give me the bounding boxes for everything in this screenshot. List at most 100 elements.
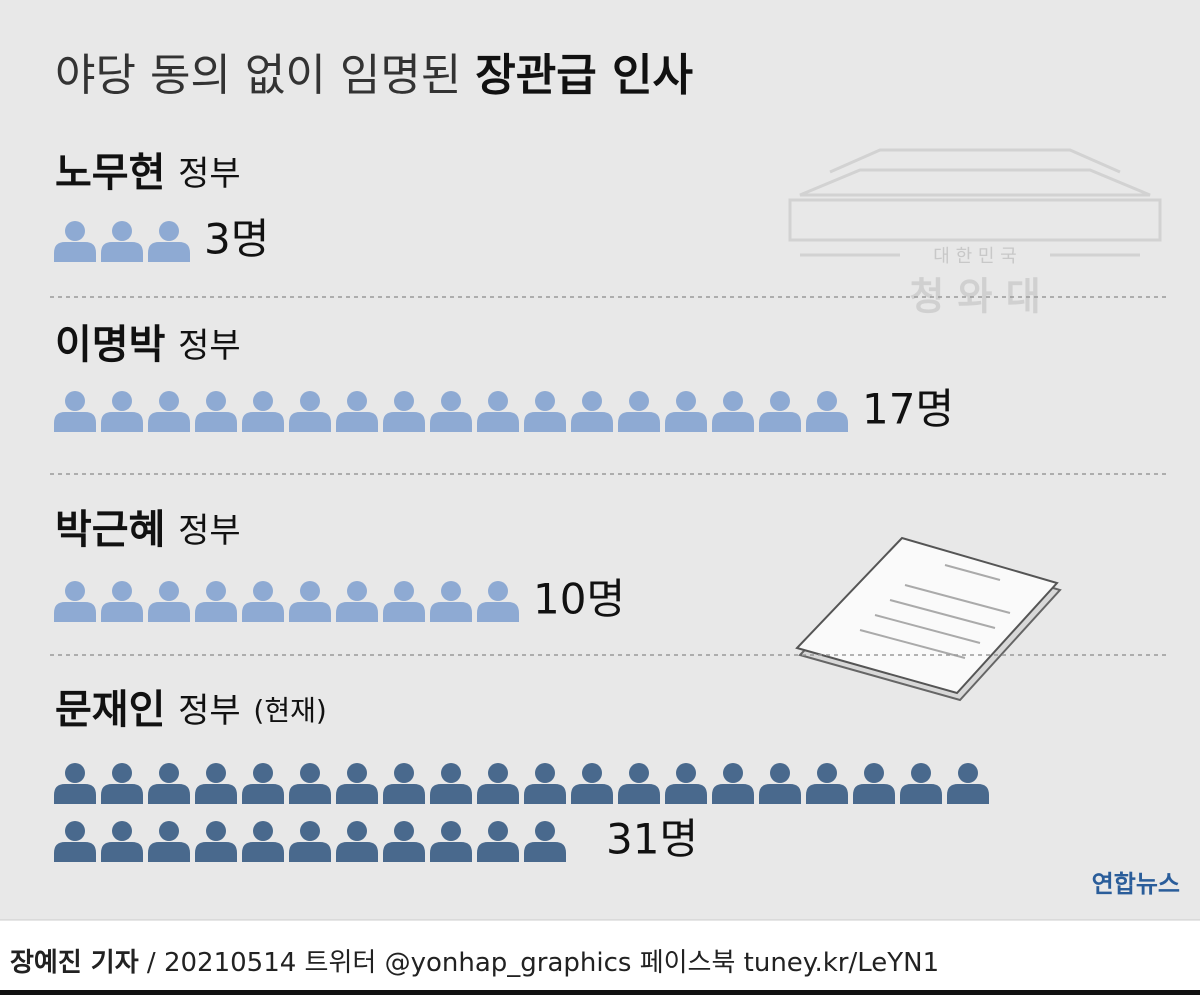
person-icon bbox=[289, 821, 331, 862]
icon-body bbox=[148, 784, 190, 804]
icon-body bbox=[195, 412, 237, 432]
icon-body bbox=[148, 242, 190, 262]
icon-body bbox=[195, 784, 237, 804]
icon-head bbox=[535, 821, 555, 841]
value-label: 31명 bbox=[606, 815, 698, 864]
person-icon bbox=[336, 581, 378, 622]
icon-head bbox=[206, 391, 226, 411]
person-icon bbox=[195, 581, 237, 622]
icon-head bbox=[488, 581, 508, 601]
person-icon bbox=[477, 581, 519, 622]
category-name: 이명박 bbox=[55, 322, 166, 368]
icon-head bbox=[300, 391, 320, 411]
icon-head bbox=[488, 821, 508, 841]
icon-body bbox=[477, 784, 519, 804]
icon-head bbox=[347, 581, 367, 601]
icon-body bbox=[289, 784, 331, 804]
icon-head bbox=[159, 391, 179, 411]
person-icon bbox=[54, 581, 96, 622]
icon-body bbox=[806, 412, 848, 432]
person-icon bbox=[148, 391, 190, 432]
background bbox=[0, 0, 1200, 920]
icon-head bbox=[206, 763, 226, 783]
icon-body bbox=[242, 784, 284, 804]
person-icon bbox=[571, 763, 613, 804]
icon-body bbox=[101, 242, 143, 262]
icon-body bbox=[195, 842, 237, 862]
icon-head bbox=[159, 821, 179, 841]
person-icon bbox=[571, 391, 613, 432]
icon-body bbox=[430, 784, 472, 804]
person-icon bbox=[853, 763, 895, 804]
person-icon bbox=[430, 763, 472, 804]
person-icon bbox=[148, 581, 190, 622]
icon-head bbox=[112, 221, 132, 241]
icon-body bbox=[54, 242, 96, 262]
icon-head bbox=[582, 763, 602, 783]
category-suffix: 정부 bbox=[178, 511, 241, 551]
icon-head bbox=[441, 391, 461, 411]
category-name: 박근혜 bbox=[55, 507, 165, 553]
category-name: 노무현 bbox=[55, 150, 165, 196]
person-icon bbox=[195, 391, 237, 432]
icon-body bbox=[759, 412, 801, 432]
palace-watermark bbox=[788, 148, 1162, 257]
icon-body bbox=[712, 412, 754, 432]
person-icon bbox=[430, 581, 472, 622]
icon-head bbox=[488, 391, 508, 411]
icon-body bbox=[336, 784, 378, 804]
watermark-top: 대 한 민 국 bbox=[933, 246, 1016, 267]
title-light: 야당 동의 없이 임명된 bbox=[55, 50, 461, 101]
person-icon bbox=[806, 763, 848, 804]
person-icon bbox=[665, 763, 707, 804]
icon-head bbox=[347, 391, 367, 411]
person-icon bbox=[148, 821, 190, 862]
person-icon bbox=[477, 763, 519, 804]
chart-title: 야당 동의 없이 임명된 장관급 인사 bbox=[55, 50, 693, 101]
icon-body bbox=[665, 784, 707, 804]
icon-head bbox=[676, 391, 696, 411]
icon-body bbox=[54, 412, 96, 432]
icon-body bbox=[383, 842, 425, 862]
person-icon bbox=[101, 581, 143, 622]
icon-body bbox=[853, 784, 895, 804]
current-note: (현재) bbox=[253, 694, 326, 727]
person-icon bbox=[195, 821, 237, 862]
category-label: 박근혜 정부 bbox=[55, 507, 241, 553]
icon-body bbox=[571, 412, 613, 432]
icon-body bbox=[242, 412, 284, 432]
person-icon bbox=[524, 391, 566, 432]
icon-head bbox=[629, 763, 649, 783]
person-icon bbox=[477, 821, 519, 862]
person-icon bbox=[289, 763, 331, 804]
icon-body bbox=[336, 842, 378, 862]
icon-body bbox=[148, 412, 190, 432]
icon-head bbox=[347, 763, 367, 783]
icon-body bbox=[148, 602, 190, 622]
icon-head bbox=[159, 763, 179, 783]
person-icon bbox=[195, 763, 237, 804]
icon-head bbox=[112, 581, 132, 601]
category-suffix: 정부 bbox=[178, 691, 241, 731]
icon-head bbox=[629, 391, 649, 411]
icon-head bbox=[770, 391, 790, 411]
icon-head bbox=[394, 763, 414, 783]
icon-head bbox=[65, 391, 85, 411]
icon-head bbox=[300, 763, 320, 783]
icon-body bbox=[101, 412, 143, 432]
icon-head bbox=[253, 821, 273, 841]
category-name: 문재인 bbox=[55, 687, 165, 733]
icon-body bbox=[289, 412, 331, 432]
icon-head bbox=[394, 391, 414, 411]
person-icon bbox=[101, 391, 143, 432]
icon-body bbox=[477, 412, 519, 432]
icon-body bbox=[665, 412, 707, 432]
icon-body bbox=[524, 412, 566, 432]
icon-head bbox=[488, 763, 508, 783]
value-label: 3명 bbox=[204, 215, 269, 264]
icon-head bbox=[253, 391, 273, 411]
icon-body bbox=[383, 784, 425, 804]
person-icon bbox=[430, 821, 472, 862]
person-icon bbox=[148, 763, 190, 804]
icon-head bbox=[723, 763, 743, 783]
